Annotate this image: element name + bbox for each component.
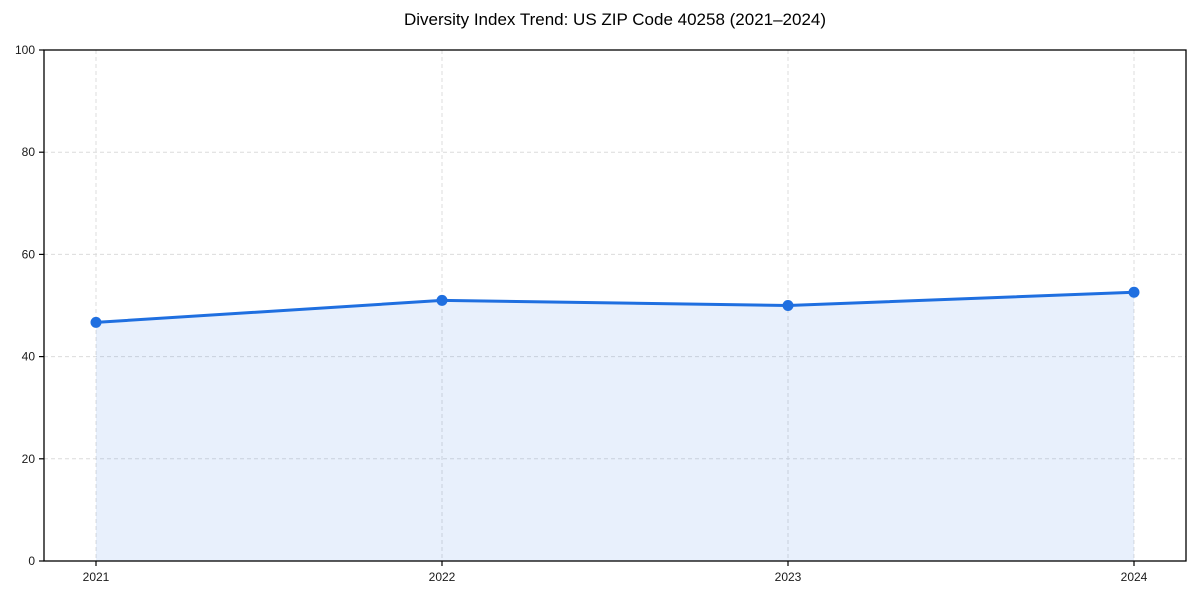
area-fill	[96, 292, 1134, 561]
plot-area	[44, 50, 1186, 561]
y-tick-label: 40	[22, 350, 36, 364]
axes-spines	[43, 49, 1187, 562]
x-tick-label: 2023	[775, 570, 802, 584]
data-point-marker	[90, 316, 102, 328]
x-tick-label: 2021	[83, 570, 110, 584]
trend-line	[94, 290, 1136, 324]
data-point-marker	[1128, 286, 1140, 298]
y-tick-label: 80	[22, 145, 36, 159]
y-tick-label: 0	[28, 554, 35, 568]
chart-title: Diversity Index Trend: US ZIP Code 40258…	[403, 10, 827, 29]
data-point-marker	[436, 294, 448, 306]
y-tick-label: 60	[22, 247, 36, 261]
y-tick-label: 100	[15, 43, 35, 57]
data-point-marker	[782, 300, 794, 311]
x-tick-label: 2022	[429, 570, 456, 584]
x-tick-label: 2024	[1121, 570, 1148, 584]
y-tick-label: 20	[22, 452, 36, 466]
